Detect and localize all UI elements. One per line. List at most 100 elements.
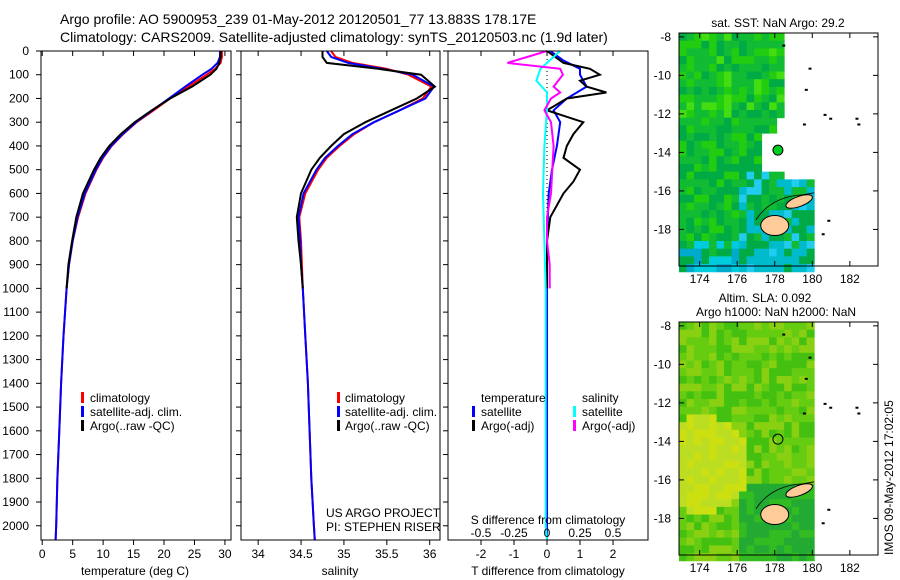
map-cell	[746, 202, 755, 211]
map-cell	[769, 452, 778, 462]
map-cell	[769, 445, 778, 454]
map-cell	[694, 225, 703, 234]
map-cell	[754, 529, 763, 539]
map-cell	[694, 86, 703, 96]
map-cell	[716, 202, 725, 211]
map-cell	[739, 445, 748, 454]
map-cell	[701, 110, 710, 119]
map-cell	[701, 337, 710, 346]
map-cell	[731, 233, 740, 242]
map-cell	[769, 63, 778, 72]
map-cell	[761, 94, 770, 103]
map-cell	[791, 537, 800, 546]
map-cell	[784, 522, 793, 531]
map-cell	[791, 460, 800, 469]
map-cell	[701, 375, 710, 385]
lat-tick-label: -18	[654, 222, 672, 236]
map-cell	[754, 345, 763, 354]
map-cell	[701, 125, 710, 134]
map-cell	[694, 148, 703, 157]
map-cell	[724, 329, 733, 338]
map-cell	[731, 125, 740, 134]
map-cell	[754, 248, 763, 257]
map-cell	[701, 399, 710, 408]
map-cell	[746, 225, 755, 234]
map-cell	[709, 553, 718, 562]
map-cell	[716, 391, 725, 400]
map-cell	[679, 163, 687, 173]
map-cell	[761, 102, 770, 111]
map-cell	[701, 514, 710, 523]
map-cell	[694, 499, 703, 508]
map-cell	[679, 468, 687, 477]
map-cell	[701, 86, 710, 96]
map-cell	[746, 476, 755, 485]
map-cell	[724, 452, 733, 462]
map-cell	[679, 140, 687, 150]
map-cell	[761, 56, 770, 65]
small-island	[804, 377, 808, 380]
map-cell	[746, 148, 755, 157]
map-cell	[746, 499, 755, 508]
pi-annotation: PI: STEPHEN RISER	[326, 520, 441, 534]
plot-frame	[447, 50, 649, 541]
map-cell	[754, 171, 763, 180]
legend-header-salinity: salinity	[582, 391, 619, 405]
map-cell	[716, 63, 725, 72]
map-cell	[731, 148, 740, 157]
map-cell	[694, 33, 703, 42]
map-cell	[731, 360, 740, 369]
map-cell	[754, 422, 763, 431]
map-cell	[716, 406, 725, 415]
small-island	[857, 123, 861, 126]
map-cell	[754, 210, 763, 219]
map-cell	[746, 553, 755, 562]
map-cell	[709, 125, 718, 134]
map-cell	[799, 406, 808, 415]
map-cell	[679, 491, 687, 500]
map-cell	[769, 94, 778, 103]
legend-label: Argo(..raw -QC)	[345, 419, 430, 433]
map-cell	[716, 468, 725, 477]
lat-tick-label: -14	[654, 434, 672, 448]
map-cell	[784, 399, 793, 408]
map-cell	[701, 468, 710, 477]
map-cell	[679, 248, 687, 257]
map-cell	[709, 48, 718, 57]
s-tick-label: -0.5	[471, 526, 492, 540]
map-cell	[761, 264, 770, 273]
s-tick-label: 0	[544, 526, 551, 540]
map-cell	[679, 79, 687, 88]
map-cell	[694, 102, 703, 111]
map-cell	[806, 240, 815, 250]
map-cell	[754, 476, 763, 485]
map-cell	[731, 117, 740, 126]
map-cell	[731, 322, 740, 331]
map-cell	[739, 256, 748, 265]
map-cell	[724, 225, 733, 234]
map-cell	[761, 553, 770, 562]
map-cell	[739, 110, 748, 119]
map-cell	[799, 437, 808, 446]
map-cell	[746, 522, 755, 531]
map-cell	[679, 506, 687, 516]
map-cell	[746, 322, 755, 331]
map-cell	[701, 71, 710, 80]
map-cell	[686, 225, 695, 234]
map-cell	[716, 48, 725, 57]
map-cell	[679, 422, 687, 431]
map-cell	[799, 187, 808, 196]
map-cell	[731, 240, 740, 250]
map-cell	[769, 460, 778, 469]
map-cell	[679, 202, 687, 211]
lat-tick-label: -12	[654, 396, 672, 410]
map-cell	[709, 210, 718, 219]
map-cell	[686, 414, 695, 423]
map-cell	[724, 445, 733, 454]
map-cell	[806, 529, 815, 539]
map-cell	[686, 483, 695, 492]
map-cell	[784, 422, 793, 431]
lon-tick-label: 178	[765, 272, 785, 286]
map-cell	[679, 483, 687, 492]
plot-frame	[240, 50, 441, 541]
